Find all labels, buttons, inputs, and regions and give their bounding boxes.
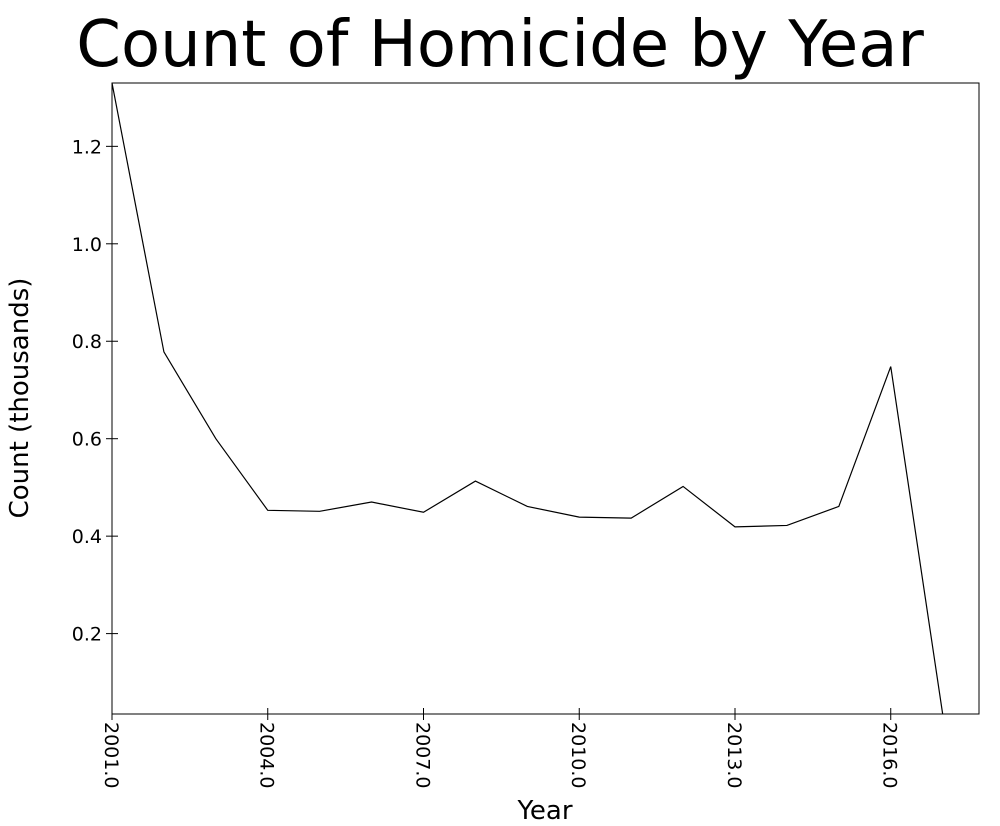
plot-area-frame	[111, 82, 980, 715]
series-group	[111, 82, 944, 715]
y-tick-label: 1.0	[72, 234, 102, 256]
y-tick-label: 0.8	[72, 331, 102, 353]
x-tick-label: 2010.0	[567, 722, 589, 788]
series-line	[111, 82, 944, 715]
y-tick-label: 1.2	[72, 136, 102, 158]
x-tick-label: 2013.0	[723, 722, 745, 788]
chart-title: Count of Homicide by Year	[76, 8, 924, 82]
x-tick-label: 2001.0	[100, 722, 122, 788]
x-tick-label: 2016.0	[879, 722, 901, 788]
x-tick-label: 2004.0	[256, 722, 278, 788]
y-axis: 0.2 0.4 0.6 0.8 1.0 1.2	[72, 136, 118, 646]
y-tick-label: 0.2	[72, 624, 102, 646]
y-tick-label: 0.6	[72, 429, 102, 451]
x-axis-label: Year	[516, 796, 572, 826]
x-axis: 2001.0 2004.0 2007.0 2010.0 2013.0 2016.0	[100, 708, 901, 788]
y-axis-label: Count (thousands)	[5, 278, 35, 519]
x-tick-label: 2007.0	[411, 722, 433, 788]
y-tick-label: 0.4	[72, 526, 102, 548]
